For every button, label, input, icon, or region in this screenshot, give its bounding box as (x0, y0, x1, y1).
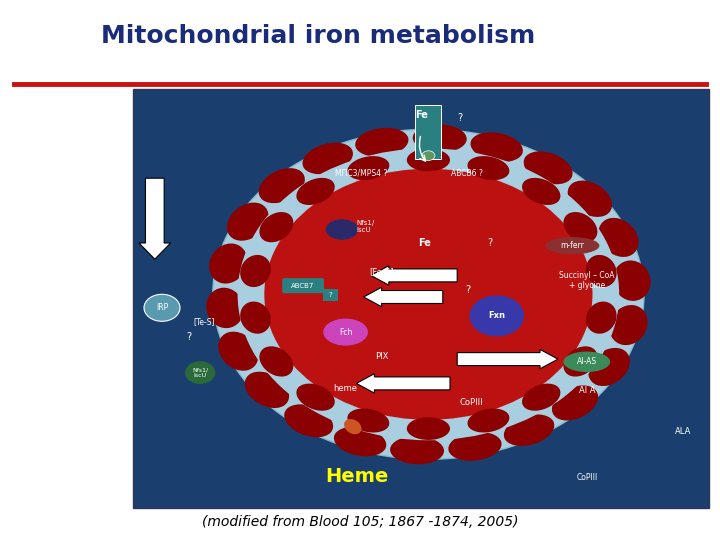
Ellipse shape (323, 319, 368, 346)
Text: Succinyl – CoA
+ glycine: Succinyl – CoA + glycine (559, 271, 615, 291)
Ellipse shape (563, 352, 610, 372)
Ellipse shape (613, 260, 651, 301)
Ellipse shape (348, 408, 390, 433)
Ellipse shape (334, 427, 387, 456)
Ellipse shape (522, 178, 560, 205)
Ellipse shape (407, 417, 450, 440)
Polygon shape (139, 178, 171, 259)
Ellipse shape (258, 168, 305, 203)
Ellipse shape (609, 305, 648, 345)
Text: Fe: Fe (415, 110, 428, 120)
FancyBboxPatch shape (282, 278, 324, 293)
Ellipse shape (546, 237, 599, 254)
Circle shape (422, 151, 435, 160)
Ellipse shape (227, 202, 269, 241)
Ellipse shape (325, 219, 359, 240)
Text: ?: ? (328, 292, 333, 298)
Ellipse shape (344, 419, 361, 434)
Ellipse shape (598, 218, 639, 257)
Text: Mitochondrial iron metabolism: Mitochondrial iron metabolism (101, 24, 535, 48)
Text: Fxn: Fxn (488, 312, 505, 320)
Ellipse shape (185, 361, 215, 384)
Text: AI-AS: AI-AS (577, 357, 597, 366)
Circle shape (469, 295, 524, 336)
Text: Fch: Fch (339, 328, 352, 336)
Ellipse shape (588, 348, 630, 386)
Text: Nfs1/
IscU: Nfs1/ IscU (192, 367, 208, 378)
Text: CoPIII: CoPIII (576, 474, 598, 482)
Bar (415, 105, 441, 159)
Ellipse shape (282, 182, 575, 407)
Text: ?: ? (186, 333, 192, 342)
Text: Fe: Fe (418, 238, 431, 248)
Text: Heme: Heme (325, 467, 388, 486)
Ellipse shape (407, 148, 450, 171)
Text: ABCB6 ?: ABCB6 ? (451, 168, 483, 178)
Text: (modified from Blood 105; 1867 -1874, 2005): (modified from Blood 105; 1867 -1874, 20… (202, 515, 518, 529)
Text: ?: ? (457, 113, 462, 123)
Text: PIX: PIX (375, 352, 388, 361)
Polygon shape (364, 287, 443, 307)
Text: ?: ? (465, 285, 471, 295)
Ellipse shape (504, 414, 554, 446)
Ellipse shape (564, 212, 598, 242)
Ellipse shape (240, 301, 271, 334)
Polygon shape (457, 349, 558, 369)
Text: [Fe-S]: [Fe-S] (369, 267, 394, 276)
Text: Nfs1/
IscU: Nfs1/ IscU (356, 220, 374, 233)
Ellipse shape (470, 132, 523, 162)
Circle shape (144, 294, 180, 321)
Ellipse shape (206, 288, 244, 328)
Ellipse shape (238, 148, 619, 440)
Ellipse shape (467, 408, 509, 433)
Ellipse shape (240, 255, 271, 287)
Text: heme: heme (333, 384, 358, 393)
Ellipse shape (467, 156, 509, 180)
Text: МПС3/МРS4 ?: МПС3/МРS4 ? (335, 168, 387, 178)
Ellipse shape (284, 404, 333, 437)
Ellipse shape (567, 180, 612, 217)
Bar (133, 89, 709, 508)
Ellipse shape (449, 432, 502, 461)
Ellipse shape (209, 244, 248, 284)
Ellipse shape (297, 383, 335, 411)
Ellipse shape (218, 332, 258, 371)
Ellipse shape (264, 169, 593, 420)
Ellipse shape (259, 212, 293, 242)
Ellipse shape (245, 372, 289, 408)
Text: IRP: IRP (156, 303, 168, 312)
Ellipse shape (413, 124, 467, 152)
Text: CoPIII: CoPIII (460, 398, 483, 407)
Text: ABCB7: ABCB7 (292, 282, 315, 289)
Ellipse shape (552, 386, 598, 421)
Ellipse shape (522, 383, 560, 411)
Ellipse shape (586, 301, 616, 334)
Text: m-ferr: m-ferr (560, 241, 585, 250)
Polygon shape (356, 374, 450, 393)
Ellipse shape (564, 346, 598, 376)
FancyBboxPatch shape (323, 289, 338, 301)
Text: Al A: Al A (579, 386, 595, 395)
Ellipse shape (213, 130, 644, 459)
Text: ?: ? (487, 238, 492, 248)
Ellipse shape (390, 436, 444, 464)
Ellipse shape (259, 346, 293, 376)
Ellipse shape (586, 255, 616, 287)
Ellipse shape (348, 156, 390, 180)
Text: ALA: ALA (675, 428, 691, 436)
Ellipse shape (355, 128, 408, 157)
Polygon shape (371, 266, 457, 285)
Text: [Te-S]: [Te-S] (193, 317, 215, 326)
Ellipse shape (297, 178, 335, 205)
Ellipse shape (523, 151, 572, 184)
Ellipse shape (302, 143, 353, 174)
